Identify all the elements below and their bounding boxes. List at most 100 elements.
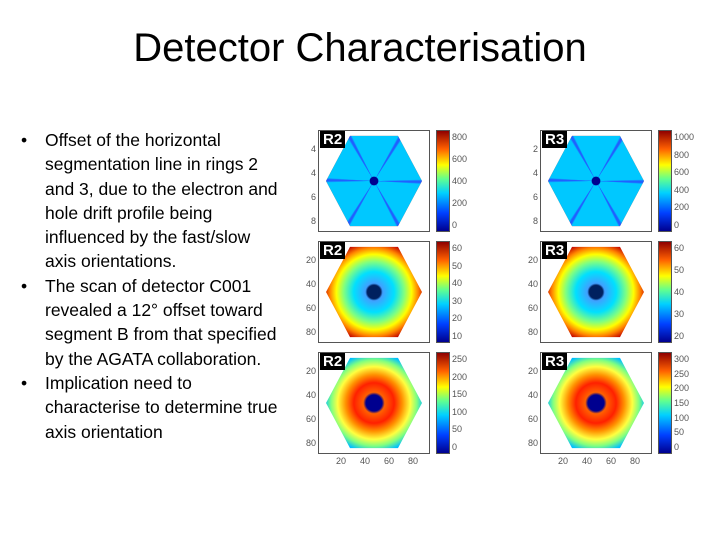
colorbar-tick-label: 800 — [674, 150, 690, 160]
colorbar-tick-label: 0 — [452, 220, 458, 230]
ring-label: R3 — [542, 131, 568, 148]
scan-panel: R2 — [318, 241, 430, 343]
detector-hexagon — [326, 246, 422, 338]
colorbar-tick-label: 600 — [452, 154, 468, 164]
scan-panel: R3 — [540, 130, 652, 232]
colorbar-tick-label: 100 — [674, 413, 690, 423]
y-tick-label: 20 — [305, 255, 316, 265]
colorbar-tick-label: 50 — [674, 265, 685, 275]
y-tick-label: 8 — [532, 216, 538, 226]
x-tick-label: 40 — [582, 456, 593, 466]
detector-hexagon — [548, 357, 644, 449]
y-tick-label: 4 — [532, 168, 538, 178]
colorbar-ticks: 1000 800 600 400 200 0 — [674, 130, 698, 232]
colorbar-tick-label: 150 — [674, 398, 690, 408]
bullet-text: Offset of the horizontal segmentation li… — [45, 130, 278, 272]
colorbar-tick-label: 50 — [674, 427, 685, 437]
slide-title: Detector Characterisation — [133, 26, 587, 70]
colorbar-ticks: 60 50 40 30 20 — [674, 241, 698, 343]
colorbar-tick-label: 250 — [452, 354, 468, 364]
x-tick-label: 80 — [630, 456, 641, 466]
colorbar-tick-label: 60 — [452, 243, 463, 253]
bullet-item: • Implication need to characterise to det… — [18, 371, 286, 444]
colorbar-ticks: 250 200 150 100 50 0 — [452, 352, 476, 454]
ring-label: R2 — [320, 131, 346, 148]
colorbar-tick-label: 100 — [452, 407, 468, 417]
y-axis-ticks: 4 4 6 8 — [302, 130, 316, 232]
y-tick-label: 80 — [305, 327, 316, 337]
colorbar-tick-label: 40 — [452, 278, 463, 288]
bullet-dot: • — [21, 372, 28, 393]
scan-panel: R3 — [540, 241, 652, 343]
colorbar-ticks: 800 600 400 200 0 — [452, 130, 476, 232]
y-tick-label: 60 — [305, 414, 316, 424]
scan-panel: R2 — [318, 352, 430, 454]
y-tick-label: 20 — [527, 255, 538, 265]
x-tick-label: 80 — [408, 456, 419, 466]
y-tick-label: 40 — [305, 390, 316, 400]
colorbar-ticks: 60 50 40 30 20 10 — [452, 241, 476, 343]
ring-label: R3 — [542, 353, 568, 370]
y-axis-ticks: 20 40 60 80 — [524, 352, 538, 454]
ring-label: R2 — [320, 242, 346, 259]
scan-figure: 4 4 6 8 R2 800 600 400 200 0 2 4 6 8 R3 1000 800 600 400 20… — [300, 128, 700, 473]
colorbar — [658, 241, 672, 343]
colorbar — [658, 130, 672, 232]
scan-panel: R3 — [540, 352, 652, 454]
colorbar — [436, 130, 450, 232]
colorbar-tick-label: 60 — [674, 243, 685, 253]
colorbar-tick-label: 250 — [674, 369, 690, 379]
colorbar-tick-label: 0 — [674, 442, 680, 452]
y-tick-label: 40 — [527, 279, 538, 289]
colorbar-tick-label: 300 — [674, 354, 690, 364]
y-axis-ticks: 20 40 60 80 — [524, 241, 538, 343]
y-tick-label: 40 — [305, 279, 316, 289]
y-axis-ticks: 2 4 6 8 — [524, 130, 538, 232]
y-tick-label: 80 — [305, 438, 316, 448]
ring-label: R2 — [320, 353, 346, 370]
colorbar-ticks: 300 250 200 150 100 50 0 — [674, 352, 698, 454]
y-tick-label: 60 — [305, 303, 316, 313]
y-tick-label: 20 — [305, 366, 316, 376]
bullet-dot: • — [21, 130, 28, 150]
x-axis-ticks: 20 40 60 80 — [318, 456, 430, 468]
colorbar-tick-label: 200 — [452, 372, 468, 382]
y-axis-ticks: 20 40 60 80 — [302, 352, 316, 454]
y-axis-ticks: 20 40 60 80 — [302, 241, 316, 343]
colorbar — [436, 241, 450, 343]
colorbar-tick-label: 50 — [452, 261, 463, 271]
x-tick-label: 20 — [558, 456, 569, 466]
x-tick-label: 40 — [360, 456, 371, 466]
y-tick-label: 60 — [527, 303, 538, 313]
colorbar — [658, 352, 672, 454]
y-tick-label: 80 — [527, 327, 538, 337]
x-tick-label: 60 — [384, 456, 395, 466]
y-tick-label: 60 — [527, 414, 538, 424]
detector-hexagon — [326, 357, 422, 449]
colorbar-tick-label: 20 — [452, 313, 463, 323]
colorbar-tick-label: 20 — [674, 331, 685, 341]
ring-label: R3 — [542, 242, 568, 259]
x-tick-label: 60 — [606, 456, 617, 466]
colorbar-tick-label: 0 — [452, 442, 458, 452]
x-tick-label: 20 — [336, 456, 347, 466]
colorbar-tick-label: 1000 — [674, 132, 695, 142]
y-tick-label: 2 — [532, 144, 538, 154]
scan-panel: R2 — [318, 130, 430, 232]
bullet-text: Implication need to characterise to dete… — [45, 372, 278, 442]
colorbar-tick-label: 400 — [674, 185, 690, 195]
colorbar-tick-label: 50 — [452, 424, 463, 434]
colorbar-tick-label: 0 — [674, 220, 680, 230]
bullet-list: • Offset of the horizontal segmentation l… — [18, 128, 286, 444]
colorbar-tick-label: 400 — [452, 176, 468, 186]
colorbar-tick-label: 200 — [674, 202, 690, 212]
bullet-dot: • — [21, 275, 28, 296]
colorbar-tick-label: 150 — [452, 389, 468, 399]
y-tick-label: 20 — [527, 366, 538, 376]
bullet-text: The scan of detector C001 revealed a 12°… — [45, 275, 277, 369]
y-tick-label: 40 — [527, 390, 538, 400]
bullet-item: • Offset of the horizontal segmentation l… — [18, 128, 286, 274]
y-tick-label: 4 — [310, 168, 316, 178]
colorbar-tick-label: 40 — [674, 287, 685, 297]
y-tick-label: 6 — [532, 192, 538, 202]
